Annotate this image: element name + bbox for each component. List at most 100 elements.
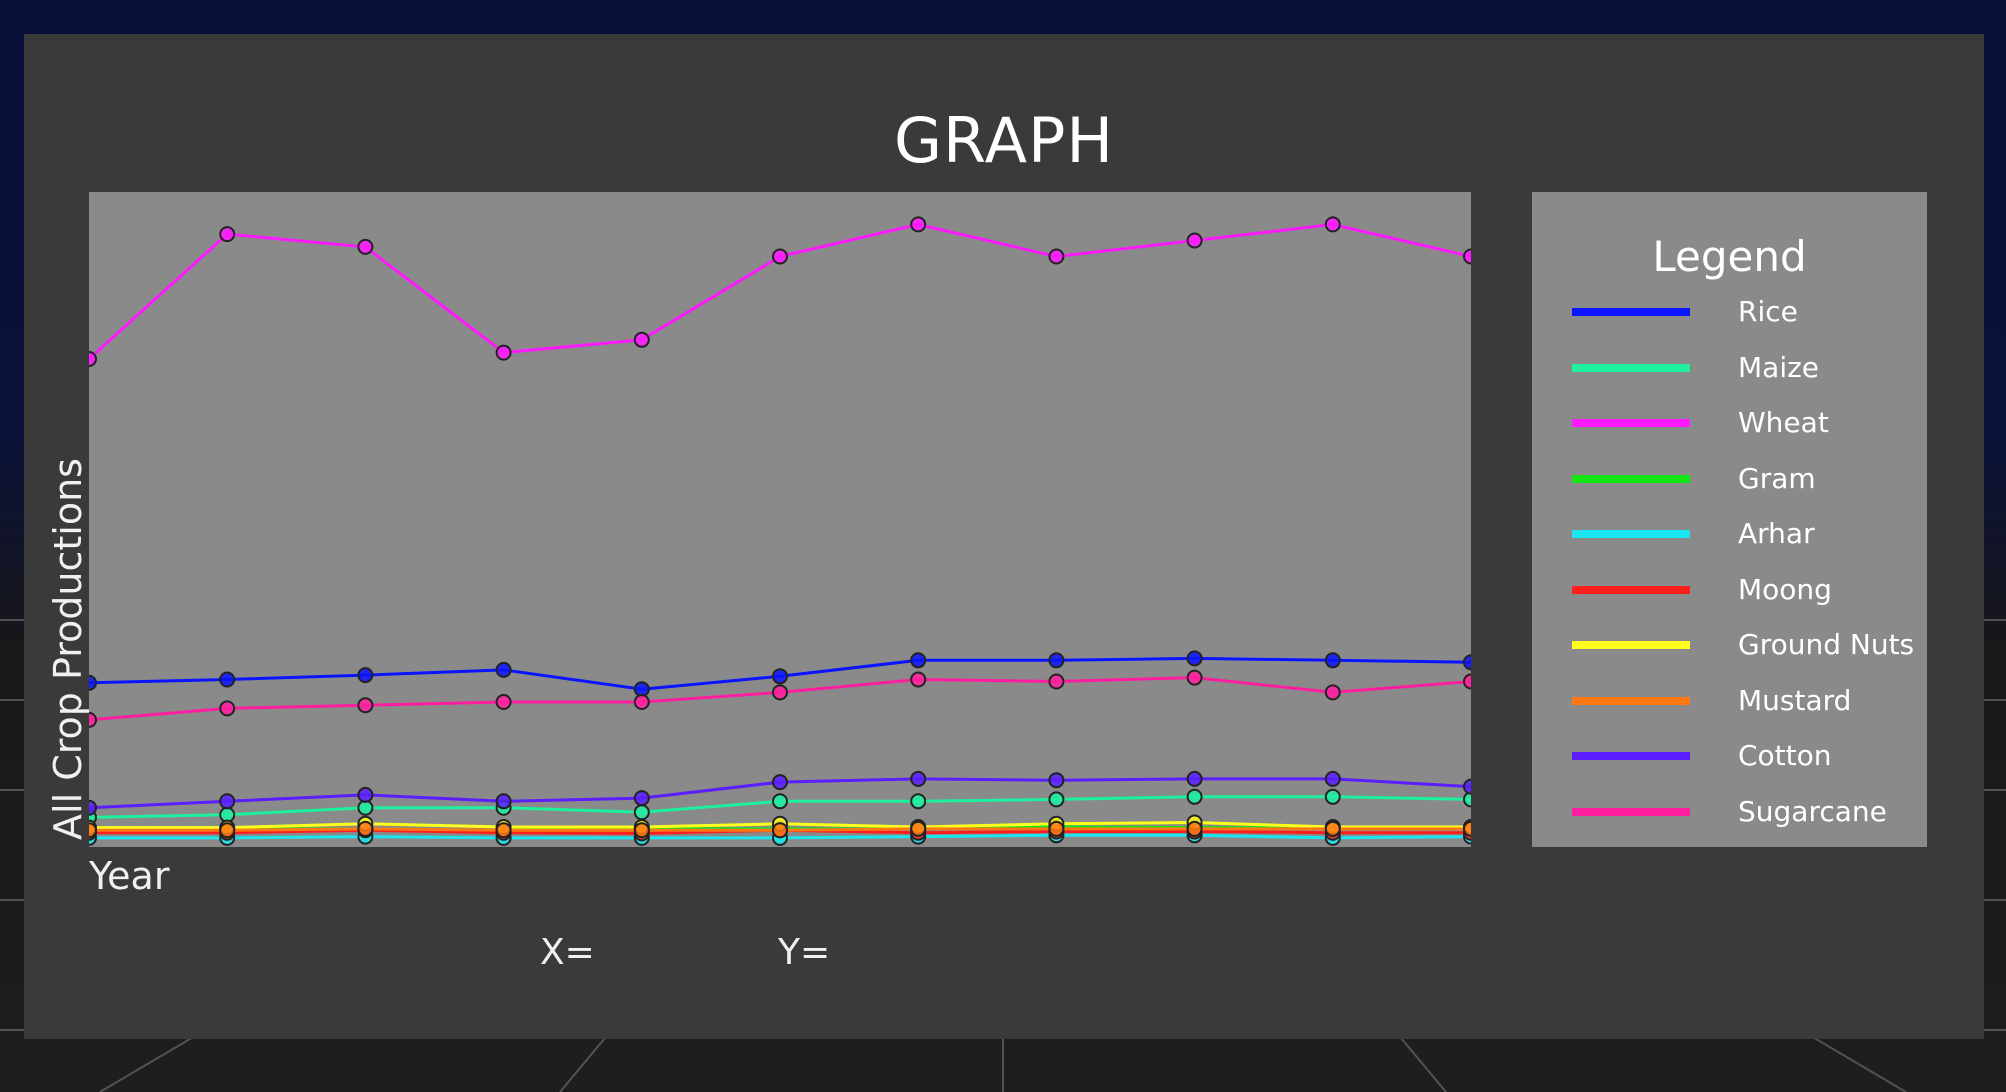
- data-point-maize[interactable]: [633, 804, 650, 821]
- data-point-wheat[interactable]: [89, 351, 97, 367]
- data-point-wheat[interactable]: [772, 248, 788, 265]
- legend-label: Wheat: [1738, 406, 1829, 439]
- legend-swatch: [1572, 585, 1690, 594]
- data-point-rice[interactable]: [1324, 652, 1341, 669]
- legend-label: Arhar: [1738, 517, 1815, 550]
- data-point-sugarcane[interactable]: [910, 671, 927, 688]
- legend-swatch: [1572, 696, 1690, 705]
- legend-swatch: [1572, 419, 1690, 427]
- data-point-cotton[interactable]: [633, 790, 650, 807]
- data-point-mustard[interactable]: [910, 820, 927, 837]
- data-point-mustard[interactable]: [1186, 820, 1203, 837]
- data-point-rice[interactable]: [1463, 654, 1471, 671]
- legend-swatch: [1572, 363, 1690, 372]
- data-point-rice[interactable]: [219, 671, 236, 688]
- data-point-maize[interactable]: [1463, 791, 1471, 808]
- data-point-wheat[interactable]: [495, 344, 512, 361]
- x-readout: X=: [540, 932, 595, 973]
- legend-swatch: [1572, 807, 1690, 816]
- legend-item-cotton: Cotton: [1572, 736, 1922, 776]
- data-point-rice[interactable]: [1186, 650, 1203, 667]
- legend-item-wheat: Wheat: [1572, 403, 1922, 443]
- data-point-cotton[interactable]: [495, 793, 512, 810]
- data-point-cotton[interactable]: [1463, 778, 1471, 795]
- legend-label: Gram: [1738, 461, 1816, 495]
- data-point-cotton[interactable]: [1324, 770, 1341, 787]
- data-point-maize[interactable]: [1186, 788, 1203, 805]
- data-point-rice[interactable]: [495, 661, 512, 678]
- data-point-mustard[interactable]: [1048, 820, 1065, 837]
- data-point-sugarcane[interactable]: [89, 711, 97, 728]
- data-point-wheat[interactable]: [1324, 216, 1341, 233]
- legend-item-arhar: Arhar: [1572, 514, 1922, 554]
- data-point-cotton[interactable]: [219, 793, 236, 810]
- legend-item-sugarcane: Sugarcane: [1572, 792, 1922, 832]
- data-point-rice[interactable]: [910, 652, 927, 669]
- legend-swatch: [1572, 752, 1690, 760]
- legend-swatch: [1572, 641, 1690, 649]
- data-point-cotton[interactable]: [772, 774, 788, 791]
- graph-title: GRAPH: [893, 104, 1115, 177]
- legend-swatch: [1572, 474, 1690, 483]
- data-point-sugarcane[interactable]: [219, 700, 236, 717]
- line-chart: [89, 216, 1471, 846]
- data-point-wheat[interactable]: [1186, 232, 1203, 249]
- legend-label: Maize: [1738, 350, 1820, 384]
- data-point-rice[interactable]: [772, 668, 788, 685]
- legend-label: Rice: [1738, 295, 1798, 328]
- graph-panel: GRAPH All Crop Productions Year X= Y= Le…: [24, 34, 1984, 1039]
- legend: Legend Rice Maize Wheat Gram Arhar Moong Groun…: [1532, 192, 1927, 847]
- data-point-sugarcane[interactable]: [1048, 673, 1065, 690]
- y-axis-label: All Crop Productions: [46, 458, 90, 840]
- legend-item-rice: Rice: [1572, 292, 1922, 332]
- plot-area: [89, 192, 1471, 847]
- data-point-sugarcane[interactable]: [772, 684, 788, 701]
- legend-label: Mustard: [1738, 683, 1852, 717]
- series-line-wheat: [89, 222, 1471, 361]
- data-point-wheat[interactable]: [1463, 248, 1471, 265]
- legend-item-ground-nuts: Ground Nuts: [1572, 625, 1922, 665]
- data-point-rice[interactable]: [1048, 652, 1065, 669]
- data-point-cotton[interactable]: [357, 786, 374, 803]
- data-point-wheat[interactable]: [1048, 248, 1065, 265]
- data-point-mustard[interactable]: [772, 822, 788, 839]
- data-point-cotton[interactable]: [910, 770, 927, 787]
- data-point-mustard[interactable]: [495, 822, 512, 839]
- data-point-mustard[interactable]: [89, 822, 97, 839]
- data-point-mustard[interactable]: [219, 822, 236, 839]
- data-point-mustard[interactable]: [1463, 820, 1471, 837]
- x-axis-label: Year: [89, 854, 170, 898]
- data-point-maize[interactable]: [1048, 791, 1065, 808]
- data-point-cotton[interactable]: [1186, 770, 1203, 787]
- y-readout: Y=: [778, 932, 831, 973]
- legend-item-maize: Maize: [1572, 348, 1922, 388]
- data-point-rice[interactable]: [89, 674, 97, 691]
- data-point-mustard[interactable]: [1324, 820, 1341, 837]
- legend-swatch: [1572, 308, 1690, 316]
- data-point-maize[interactable]: [772, 793, 788, 810]
- data-point-wheat[interactable]: [910, 216, 927, 233]
- data-point-sugarcane[interactable]: [1324, 684, 1341, 701]
- data-point-rice[interactable]: [357, 667, 374, 684]
- data-point-wheat[interactable]: [357, 238, 374, 255]
- data-point-cotton[interactable]: [1048, 772, 1065, 789]
- legend-item-mustard: Mustard: [1572, 681, 1922, 721]
- data-point-maize[interactable]: [1324, 788, 1341, 805]
- data-point-sugarcane[interactable]: [357, 697, 374, 714]
- data-point-sugarcane[interactable]: [1186, 669, 1203, 686]
- data-point-cotton[interactable]: [89, 799, 97, 816]
- legend-item-moong: Moong: [1572, 570, 1922, 610]
- legend-item-gram: Gram: [1572, 459, 1922, 499]
- data-point-sugarcane[interactable]: [1463, 673, 1471, 690]
- data-point-mustard[interactable]: [357, 820, 374, 837]
- legend-label: Moong: [1738, 572, 1832, 606]
- legend-label: Cotton: [1738, 739, 1832, 772]
- legend-label: Ground Nuts: [1738, 628, 1915, 661]
- legend-swatch: [1572, 530, 1690, 538]
- data-point-mustard[interactable]: [633, 822, 650, 839]
- data-point-sugarcane[interactable]: [633, 694, 650, 710]
- data-point-wheat[interactable]: [633, 331, 650, 348]
- data-point-maize[interactable]: [910, 793, 927, 810]
- data-point-wheat[interactable]: [219, 226, 236, 243]
- data-point-sugarcane[interactable]: [495, 694, 512, 710]
